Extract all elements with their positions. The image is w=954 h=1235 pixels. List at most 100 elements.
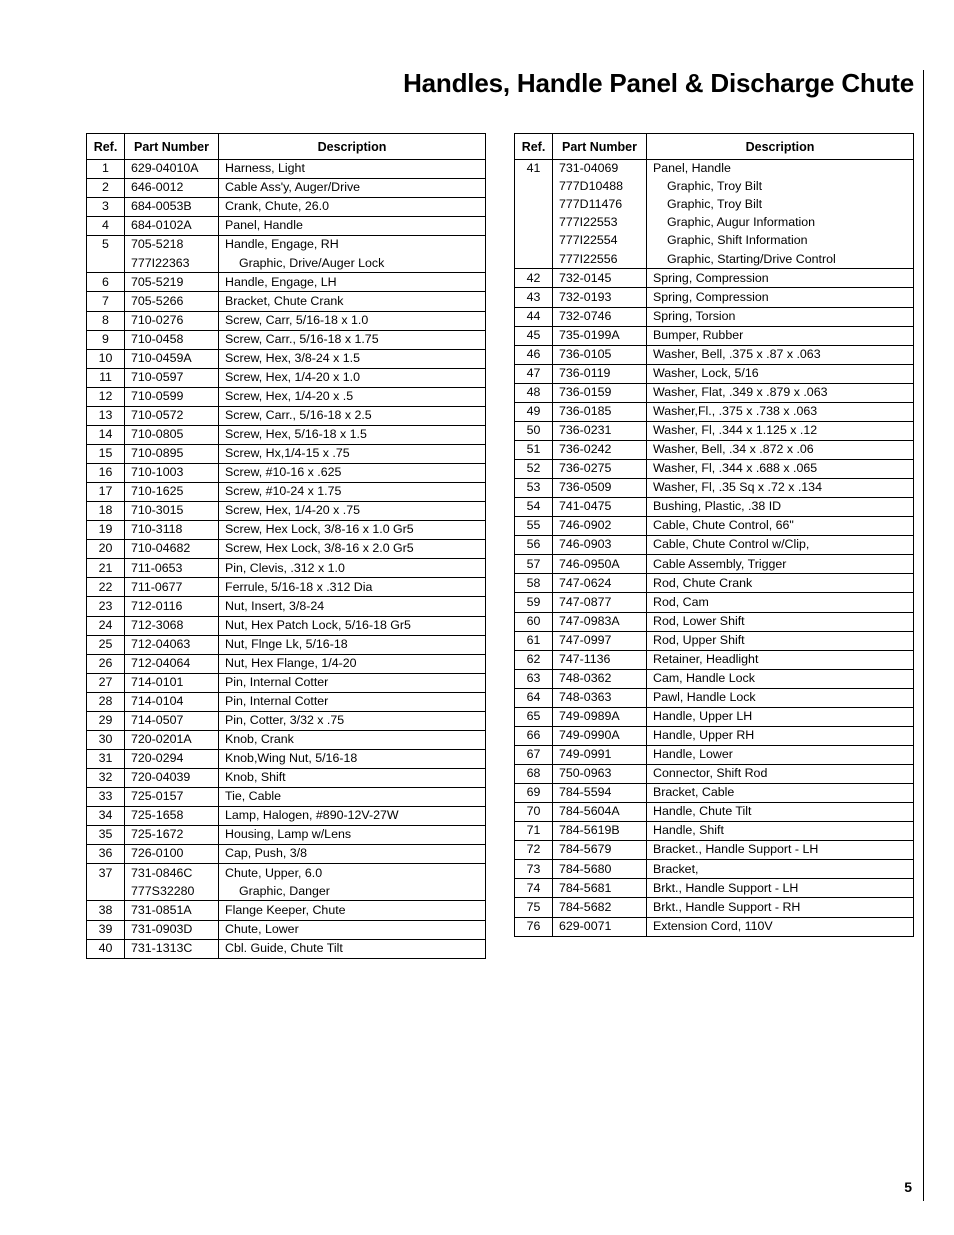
cell-ref: 74 xyxy=(515,878,552,897)
cell-part-number: 710-04682 xyxy=(125,539,218,558)
cell-ref: 44 xyxy=(515,307,552,326)
cell-ref xyxy=(515,214,552,232)
cell-ref: 38 xyxy=(87,900,124,919)
cell-ref xyxy=(515,232,552,250)
cell-ref: 60 xyxy=(515,612,552,631)
col-ref: 41 4243444546474849505152535455565758596… xyxy=(515,160,553,937)
cell-part-number: 784-5619B xyxy=(553,821,646,840)
cell-part-number: 725-1658 xyxy=(125,806,218,825)
cell-description: Handle, Chute Tilt xyxy=(647,802,913,821)
th-pn: Part Number xyxy=(125,134,219,160)
cell-description: Cable, Chute Control, 66" xyxy=(647,516,913,535)
cell-description: Chute, Lower xyxy=(219,920,485,939)
cell-part-number: 731-0851A xyxy=(125,900,218,919)
cell-description: Washer, Fl, .344 x 1.125 x .12 xyxy=(647,421,913,440)
cell-description: Retainer, Headlight xyxy=(647,650,913,669)
cell-description: Graphic, Starting/Drive Control xyxy=(647,250,913,268)
cell-description: Brkt., Handle Support - LH xyxy=(647,878,913,897)
cell-ref: 68 xyxy=(515,764,552,783)
cell-part-number: 777S32280 xyxy=(125,882,218,900)
cell-part-number: 732-0193 xyxy=(553,287,646,306)
cell-part-number: 646-0012 xyxy=(125,178,218,197)
cell-ref: 12 xyxy=(87,387,124,406)
cell-ref: 34 xyxy=(87,806,124,825)
cell-ref: 21 xyxy=(87,558,124,577)
cell-description: Washer, Bell, .34 x .872 x .06 xyxy=(647,440,913,459)
cell-ref: 36 xyxy=(87,844,124,863)
cell-ref: 65 xyxy=(515,707,552,726)
cell-part-number: 748-0362 xyxy=(553,669,646,688)
cell-part-number: 736-0509 xyxy=(553,478,646,497)
cell-part-number: 784-5594 xyxy=(553,783,646,802)
cell-description: Cable, Chute Control w/Clip, xyxy=(647,535,913,554)
cell-part-number: 710-0597 xyxy=(125,368,218,387)
cell-ref: 3 xyxy=(87,197,124,216)
cell-ref: 37 xyxy=(87,863,124,882)
cell-ref: 33 xyxy=(87,787,124,806)
cell-ref: 29 xyxy=(87,711,124,730)
th-desc: Description xyxy=(647,134,914,160)
cell-description: Screw, Hex, 5/16-18 x 1.5 xyxy=(219,425,485,444)
cell-description: Handle, Upper LH xyxy=(647,707,913,726)
cell-ref: 67 xyxy=(515,745,552,764)
cell-ref: 41 xyxy=(515,160,552,178)
cell-ref: 7 xyxy=(87,291,124,310)
cell-description: Nut, Flnge Lk, 5/16-18 xyxy=(219,635,485,654)
cell-ref: 43 xyxy=(515,287,552,306)
cell-ref: 54 xyxy=(515,497,552,516)
cell-ref: 75 xyxy=(515,897,552,916)
cell-part-number: 749-0991 xyxy=(553,745,646,764)
cell-ref: 66 xyxy=(515,726,552,745)
cell-description: Bracket, xyxy=(647,859,913,878)
cell-description: Ferrule, 5/16-18 x .312 Dia xyxy=(219,577,485,596)
cell-description: Graphic, Shift Information xyxy=(647,232,913,250)
cell-part-number: 705-5266 xyxy=(125,291,218,310)
cell-description: Washer,Fl., .375 x .738 x .063 xyxy=(647,402,913,421)
cell-part-number: 747-0997 xyxy=(553,631,646,650)
cell-part-number: 629-04010A xyxy=(125,160,218,178)
cell-ref: 76 xyxy=(515,917,552,936)
th-desc: Description xyxy=(219,134,486,160)
left-column: Ref. Part Number Description 12345 67891… xyxy=(86,133,486,959)
cell-ref: 32 xyxy=(87,768,124,787)
cell-description: Washer, Flat, .349 x .879 x .063 xyxy=(647,383,913,402)
cell-ref: 40 xyxy=(87,939,124,958)
cell-description: Nut, Hex Patch Lock, 5/16-18 Gr5 xyxy=(219,616,485,635)
cell-part-number: 747-1136 xyxy=(553,650,646,669)
cell-description: Housing, Lamp w/Lens xyxy=(219,825,485,844)
cell-part-number: 712-04063 xyxy=(125,635,218,654)
cell-description: Cbl. Guide, Chute Tilt xyxy=(219,939,485,958)
cell-part-number: 784-5681 xyxy=(553,878,646,897)
cell-description: Panel, Handle xyxy=(647,160,913,178)
cell-part-number: 720-0201A xyxy=(125,730,218,749)
cell-part-number: 736-0185 xyxy=(553,402,646,421)
cell-description: Handle, Shift xyxy=(647,821,913,840)
cell-description: Rod, Cam xyxy=(647,592,913,611)
page-edge-rule xyxy=(923,70,924,1201)
cell-part-number: 749-0990A xyxy=(553,726,646,745)
cell-description: Pawl, Handle Lock xyxy=(647,688,913,707)
cell-part-number: 705-5219 xyxy=(125,272,218,291)
cell-part-number: 720-0294 xyxy=(125,749,218,768)
cell-description: Washer, Lock, 5/16 xyxy=(647,364,913,383)
cell-ref: 22 xyxy=(87,577,124,596)
cell-part-number: 750-0963 xyxy=(553,764,646,783)
cell-description: Screw, Hex Lock, 3/8-16 x 2.0 Gr5 xyxy=(219,539,485,558)
cell-part-number: 746-0902 xyxy=(553,516,646,535)
cell-description: Connector, Shift Rod xyxy=(647,764,913,783)
cell-ref: 6 xyxy=(87,272,124,291)
cell-ref: 18 xyxy=(87,501,124,520)
cell-description: Bracket, Chute Crank xyxy=(219,291,485,310)
cell-part-number: 746-0903 xyxy=(553,535,646,554)
cell-part-number: 710-1625 xyxy=(125,482,218,501)
cell-part-number: 747-0983A xyxy=(553,612,646,631)
cell-ref: 19 xyxy=(87,520,124,539)
th-ref: Ref. xyxy=(515,134,553,160)
cell-description: Screw, #10-24 x 1.75 xyxy=(219,482,485,501)
cell-description: Handle, Lower xyxy=(647,745,913,764)
cell-description: Brkt., Handle Support - RH xyxy=(647,897,913,916)
page: Handles, Handle Panel & Discharge Chute … xyxy=(0,0,954,1235)
cell-ref: 51 xyxy=(515,440,552,459)
cell-ref: 63 xyxy=(515,669,552,688)
cell-part-number: 731-1313C xyxy=(125,939,218,958)
